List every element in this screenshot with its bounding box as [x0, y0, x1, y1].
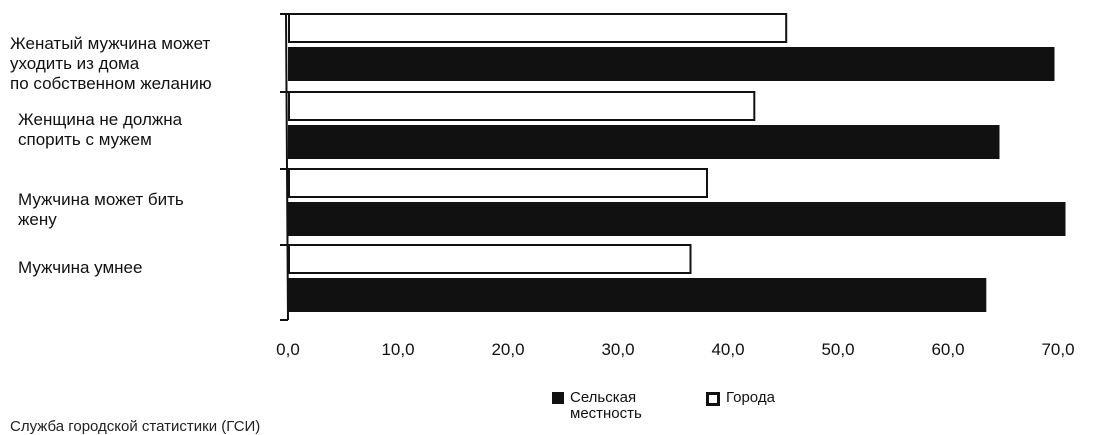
legend-swatch-urban — [706, 392, 720, 406]
x-tick-label: 50,0 — [821, 340, 854, 359]
category-axis — [285, 13, 289, 321]
x-tick-label: 10,0 — [381, 340, 414, 359]
bar-urban-1 — [288, 13, 788, 43]
legend-item-rural: Сельская местность — [552, 390, 642, 422]
x-tick-label: 0,0 — [276, 340, 300, 359]
x-tick-label: 70,0 — [1041, 340, 1074, 359]
category-label-4: Мужчина умнее — [18, 258, 143, 277]
bar-rural-2 — [288, 125, 1000, 159]
x-tick-label: 40,0 — [711, 340, 744, 359]
bar-urban-4 — [288, 244, 692, 274]
bar-rural-1 — [288, 47, 1055, 81]
legend-item-urban: Города — [706, 390, 775, 406]
legend-label-urban: Города — [726, 389, 775, 406]
category-label-1: Женатый мужчина может уходить из дома по… — [10, 34, 212, 93]
x-tick-label: 60,0 — [931, 340, 964, 359]
bars — [288, 13, 1066, 312]
bar-urban-2 — [288, 91, 756, 121]
bar-rural-3 — [288, 202, 1066, 236]
x-tick-label: 20,0 — [491, 340, 524, 359]
x-tick-label: 30,0 — [601, 340, 634, 359]
category-label-2: Женщина не должна спорить с мужем — [18, 110, 183, 149]
category-axis-ticks — [280, 13, 288, 321]
category-label-3: Мужчина может бить жену — [18, 190, 184, 229]
bar-rural-4 — [288, 278, 987, 312]
x-axis-tick-labels: 0,0 10,0 20,0 30,0 40,0 50,0 60,0 70,0 — [276, 340, 1074, 359]
legend-label-rural: Сельская местность — [570, 389, 642, 422]
bar-urban-3 — [288, 168, 708, 198]
legend-swatch-rural — [552, 392, 564, 404]
